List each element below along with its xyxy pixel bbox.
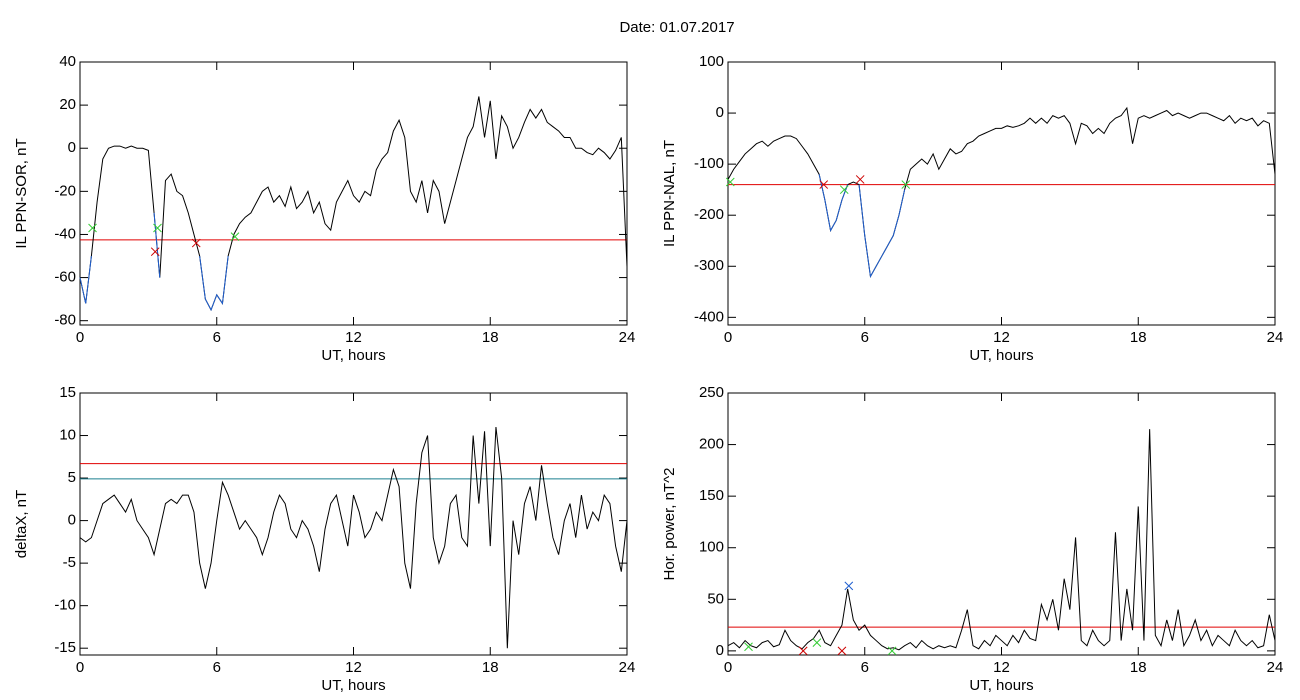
y-tick-label: 0 — [68, 139, 76, 156]
y-tick-label: 100 — [699, 539, 724, 556]
x-tick-label: 0 — [724, 659, 732, 676]
marker-stroke — [191, 238, 201, 248]
data-line — [727, 429, 1276, 651]
event-marker — [230, 232, 240, 241]
event-marker — [150, 247, 160, 257]
y-tick-label: -300 — [694, 257, 724, 274]
data-line — [79, 96, 628, 312]
event-marker — [744, 642, 753, 652]
y-tick-label: -5 — [63, 554, 76, 571]
x-tick-label: 24 — [1267, 329, 1284, 346]
y-tick-label: 5 — [68, 469, 76, 486]
y-tick-label: 40 — [59, 53, 76, 70]
x-axis-label: UT, hours — [321, 347, 385, 364]
event-marker — [887, 646, 897, 656]
marker-stroke — [153, 223, 162, 233]
x-axis-label: UT, hours — [969, 347, 1033, 364]
x-tick-label: 0 — [724, 329, 732, 346]
y-tick-label: 0 — [68, 512, 76, 529]
x-tick-label: 18 — [1130, 659, 1147, 676]
event-marker — [812, 638, 822, 647]
y-tick-label: -10 — [54, 597, 76, 614]
data-line — [818, 174, 906, 279]
y-tick-label: 50 — [707, 590, 724, 607]
x-tick-label: 6 — [213, 659, 221, 676]
y-axis-label: IL PPN-NAL, nT — [661, 140, 678, 247]
x-tick-label: 18 — [482, 659, 499, 676]
event-marker — [191, 238, 201, 248]
y-tick-label: 100 — [699, 53, 724, 70]
x-tick-label: 12 — [993, 329, 1010, 346]
y-tick-label: 20 — [59, 96, 76, 113]
y-axis-label: IL PPN-SOR, nT — [13, 138, 30, 248]
x-tick-label: 0 — [76, 329, 84, 346]
y-tick-label: -200 — [694, 206, 724, 223]
x-tick-label: 12 — [345, 659, 362, 676]
x-tick-label: 12 — [993, 659, 1010, 676]
marker-stroke — [744, 642, 753, 652]
x-tick-label: 6 — [861, 329, 869, 346]
figure-title: Date: 01.07.2017 — [619, 19, 734, 36]
data-line — [79, 426, 628, 649]
y-tick-label: -80 — [54, 312, 76, 329]
y-tick-label: 0 — [716, 642, 724, 659]
marker-stroke — [887, 646, 897, 656]
x-tick-label: 0 — [76, 659, 84, 676]
x-tick-label: 6 — [861, 659, 869, 676]
y-tick-label: 15 — [59, 384, 76, 401]
y-tick-label: -100 — [694, 155, 724, 172]
y-axis-label: deltaX, nT — [13, 490, 30, 558]
x-tick-label: 12 — [345, 329, 362, 346]
event-marker — [798, 646, 808, 656]
event-marker — [819, 180, 829, 189]
x-tick-label: 18 — [1130, 329, 1147, 346]
data-line — [79, 212, 229, 312]
y-tick-label: -15 — [54, 639, 76, 656]
marker-stroke — [150, 247, 160, 257]
marker-stroke — [839, 185, 849, 195]
event-marker — [837, 646, 847, 656]
marker-stroke — [725, 177, 735, 187]
y-tick-label: 150 — [699, 487, 724, 504]
marker-stroke — [855, 175, 865, 184]
y-tick-label: -400 — [694, 308, 724, 325]
event-marker — [153, 223, 162, 233]
event-marker — [855, 175, 865, 184]
x-tick-label: 18 — [482, 329, 499, 346]
y-tick-label: 10 — [59, 427, 76, 444]
marker-stroke — [798, 646, 808, 656]
y-tick-label: -40 — [54, 225, 76, 242]
marker-stroke — [819, 180, 829, 189]
x-axis-label: UT, hours — [321, 677, 385, 694]
marker-stroke — [844, 581, 854, 591]
y-tick-label: 0 — [716, 104, 724, 121]
x-tick-label: 24 — [1267, 659, 1284, 676]
event-marker — [839, 185, 849, 195]
marker-stroke — [901, 180, 911, 189]
x-tick-label: 24 — [619, 329, 636, 346]
y-tick-label: -60 — [54, 269, 76, 286]
marker-stroke — [812, 638, 822, 647]
event-marker — [844, 581, 854, 591]
y-tick-label: 200 — [699, 436, 724, 453]
marker-stroke — [88, 223, 97, 233]
x-tick-label: 6 — [213, 329, 221, 346]
y-tick-label: -20 — [54, 182, 76, 199]
x-axis-label: UT, hours — [969, 677, 1033, 694]
marker-stroke — [837, 646, 847, 656]
y-tick-label: 250 — [699, 384, 724, 401]
marker-stroke — [230, 232, 240, 241]
event-marker — [725, 177, 735, 187]
y-axis-label: Hor. power, nT^2 — [661, 468, 678, 581]
x-tick-label: 24 — [619, 659, 636, 676]
event-marker — [88, 223, 97, 233]
event-marker — [901, 180, 911, 189]
